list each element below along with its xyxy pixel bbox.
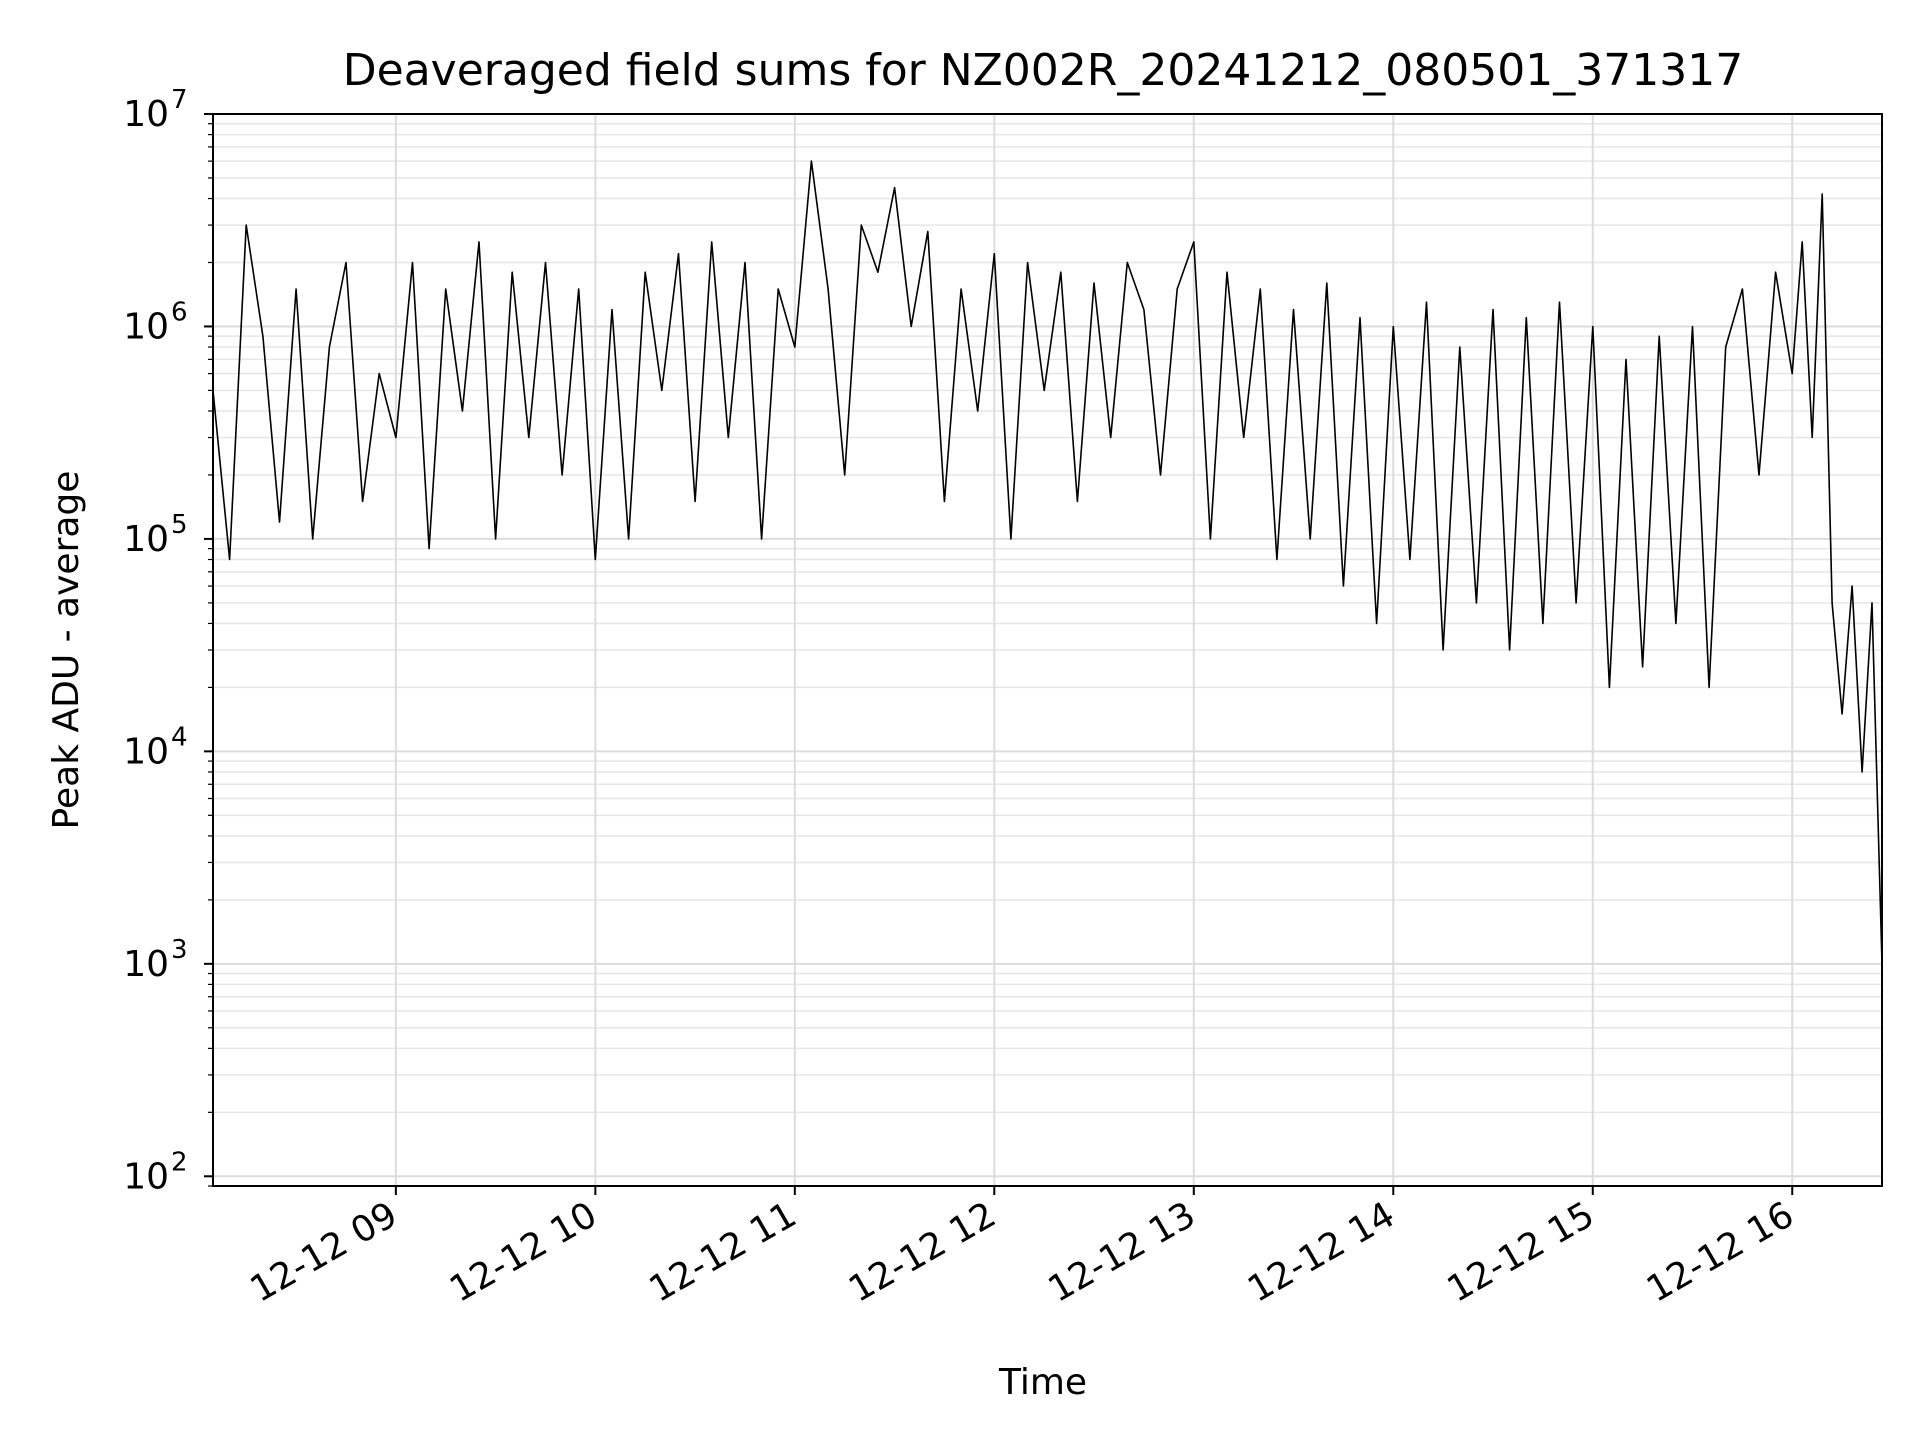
data-series-line: [212, 160, 1883, 964]
x-axis-label: Time: [998, 1362, 1087, 1403]
y-tick-exponent: 4: [171, 722, 188, 752]
x-tick-label: 12-12 15: [1441, 1194, 1602, 1310]
y-tick-label: 10: [123, 94, 169, 135]
x-tick-label: 12-12 13: [1042, 1194, 1203, 1310]
y-tick-exponent: 7: [171, 85, 188, 115]
y-tick-exponent: 2: [171, 1147, 188, 1177]
y-axis-label: Peak ADU - average: [46, 471, 87, 830]
x-tick-label: 12-12 14: [1241, 1194, 1402, 1310]
y-tick-label: 10: [123, 1156, 169, 1197]
x-tick-label: 12-12 11: [643, 1194, 804, 1310]
y-tick-label: 10: [123, 306, 169, 347]
y-tick-exponent: 3: [171, 935, 188, 965]
grid-layer: [213, 113, 1882, 1187]
y-tick-exponent: 5: [171, 510, 188, 540]
x-tick-label: 12-12 12: [842, 1194, 1003, 1310]
y-tick-exponent: 6: [171, 297, 188, 327]
x-tick-label: 12-12 09: [244, 1194, 405, 1310]
y-tick-label: 10: [123, 731, 169, 772]
y-tick-label: 10: [123, 519, 169, 560]
x-axis: 12-12 09 12-12 10 12-12 11 12-12 12 12-12 13…: [244, 1186, 1801, 1311]
y-tick-label: 10: [123, 944, 169, 985]
series-layer: [212, 160, 1883, 964]
chart-title: Deaveraged field sums for NZ002R_2024121…: [343, 45, 1743, 96]
x-tick-label: 12-12 16: [1640, 1194, 1801, 1310]
x-tick-label: 12-12 10: [443, 1194, 604, 1310]
